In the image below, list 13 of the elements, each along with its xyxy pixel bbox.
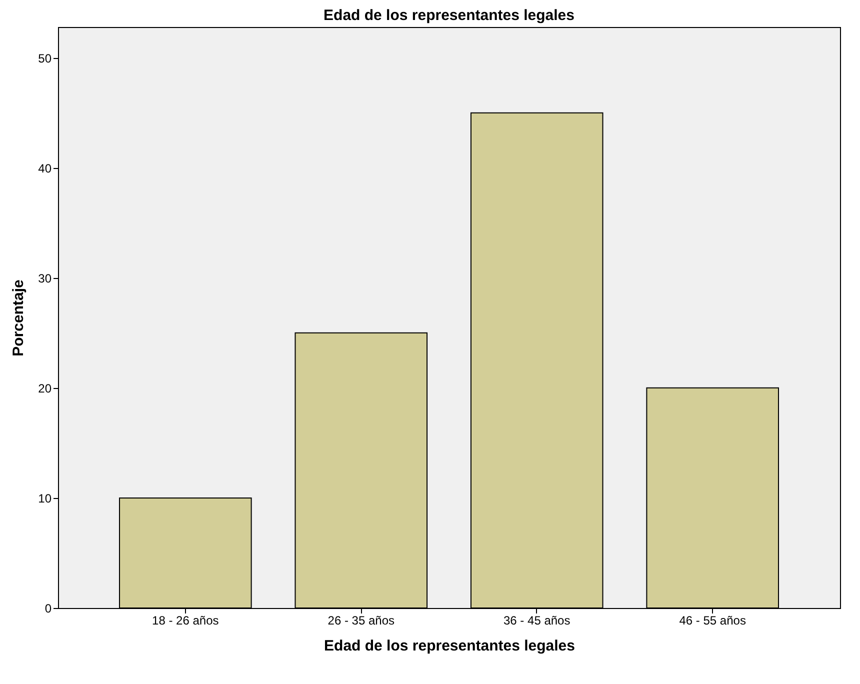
y-tick-label: 10 xyxy=(38,491,52,506)
y-tick-label: 40 xyxy=(38,161,52,176)
y-axis-title: Porcentaje xyxy=(10,280,28,356)
y-tick-label: 50 xyxy=(38,51,52,66)
x-tick-label: 26 - 35 años xyxy=(328,614,394,628)
x-tick-label: 18 - 26 años xyxy=(152,614,219,628)
y-tick-label: 20 xyxy=(38,381,52,396)
y-tick-label: 30 xyxy=(38,271,52,286)
x-tick-label: 36 - 45 años xyxy=(504,614,570,628)
x-axis-title: Edad de los representantes legales xyxy=(324,638,575,654)
x-tick-label: 46 - 55 años xyxy=(679,614,746,628)
y-tick-label: 0 xyxy=(44,602,52,616)
chart-title: Edad de los representantes legales xyxy=(324,7,574,24)
